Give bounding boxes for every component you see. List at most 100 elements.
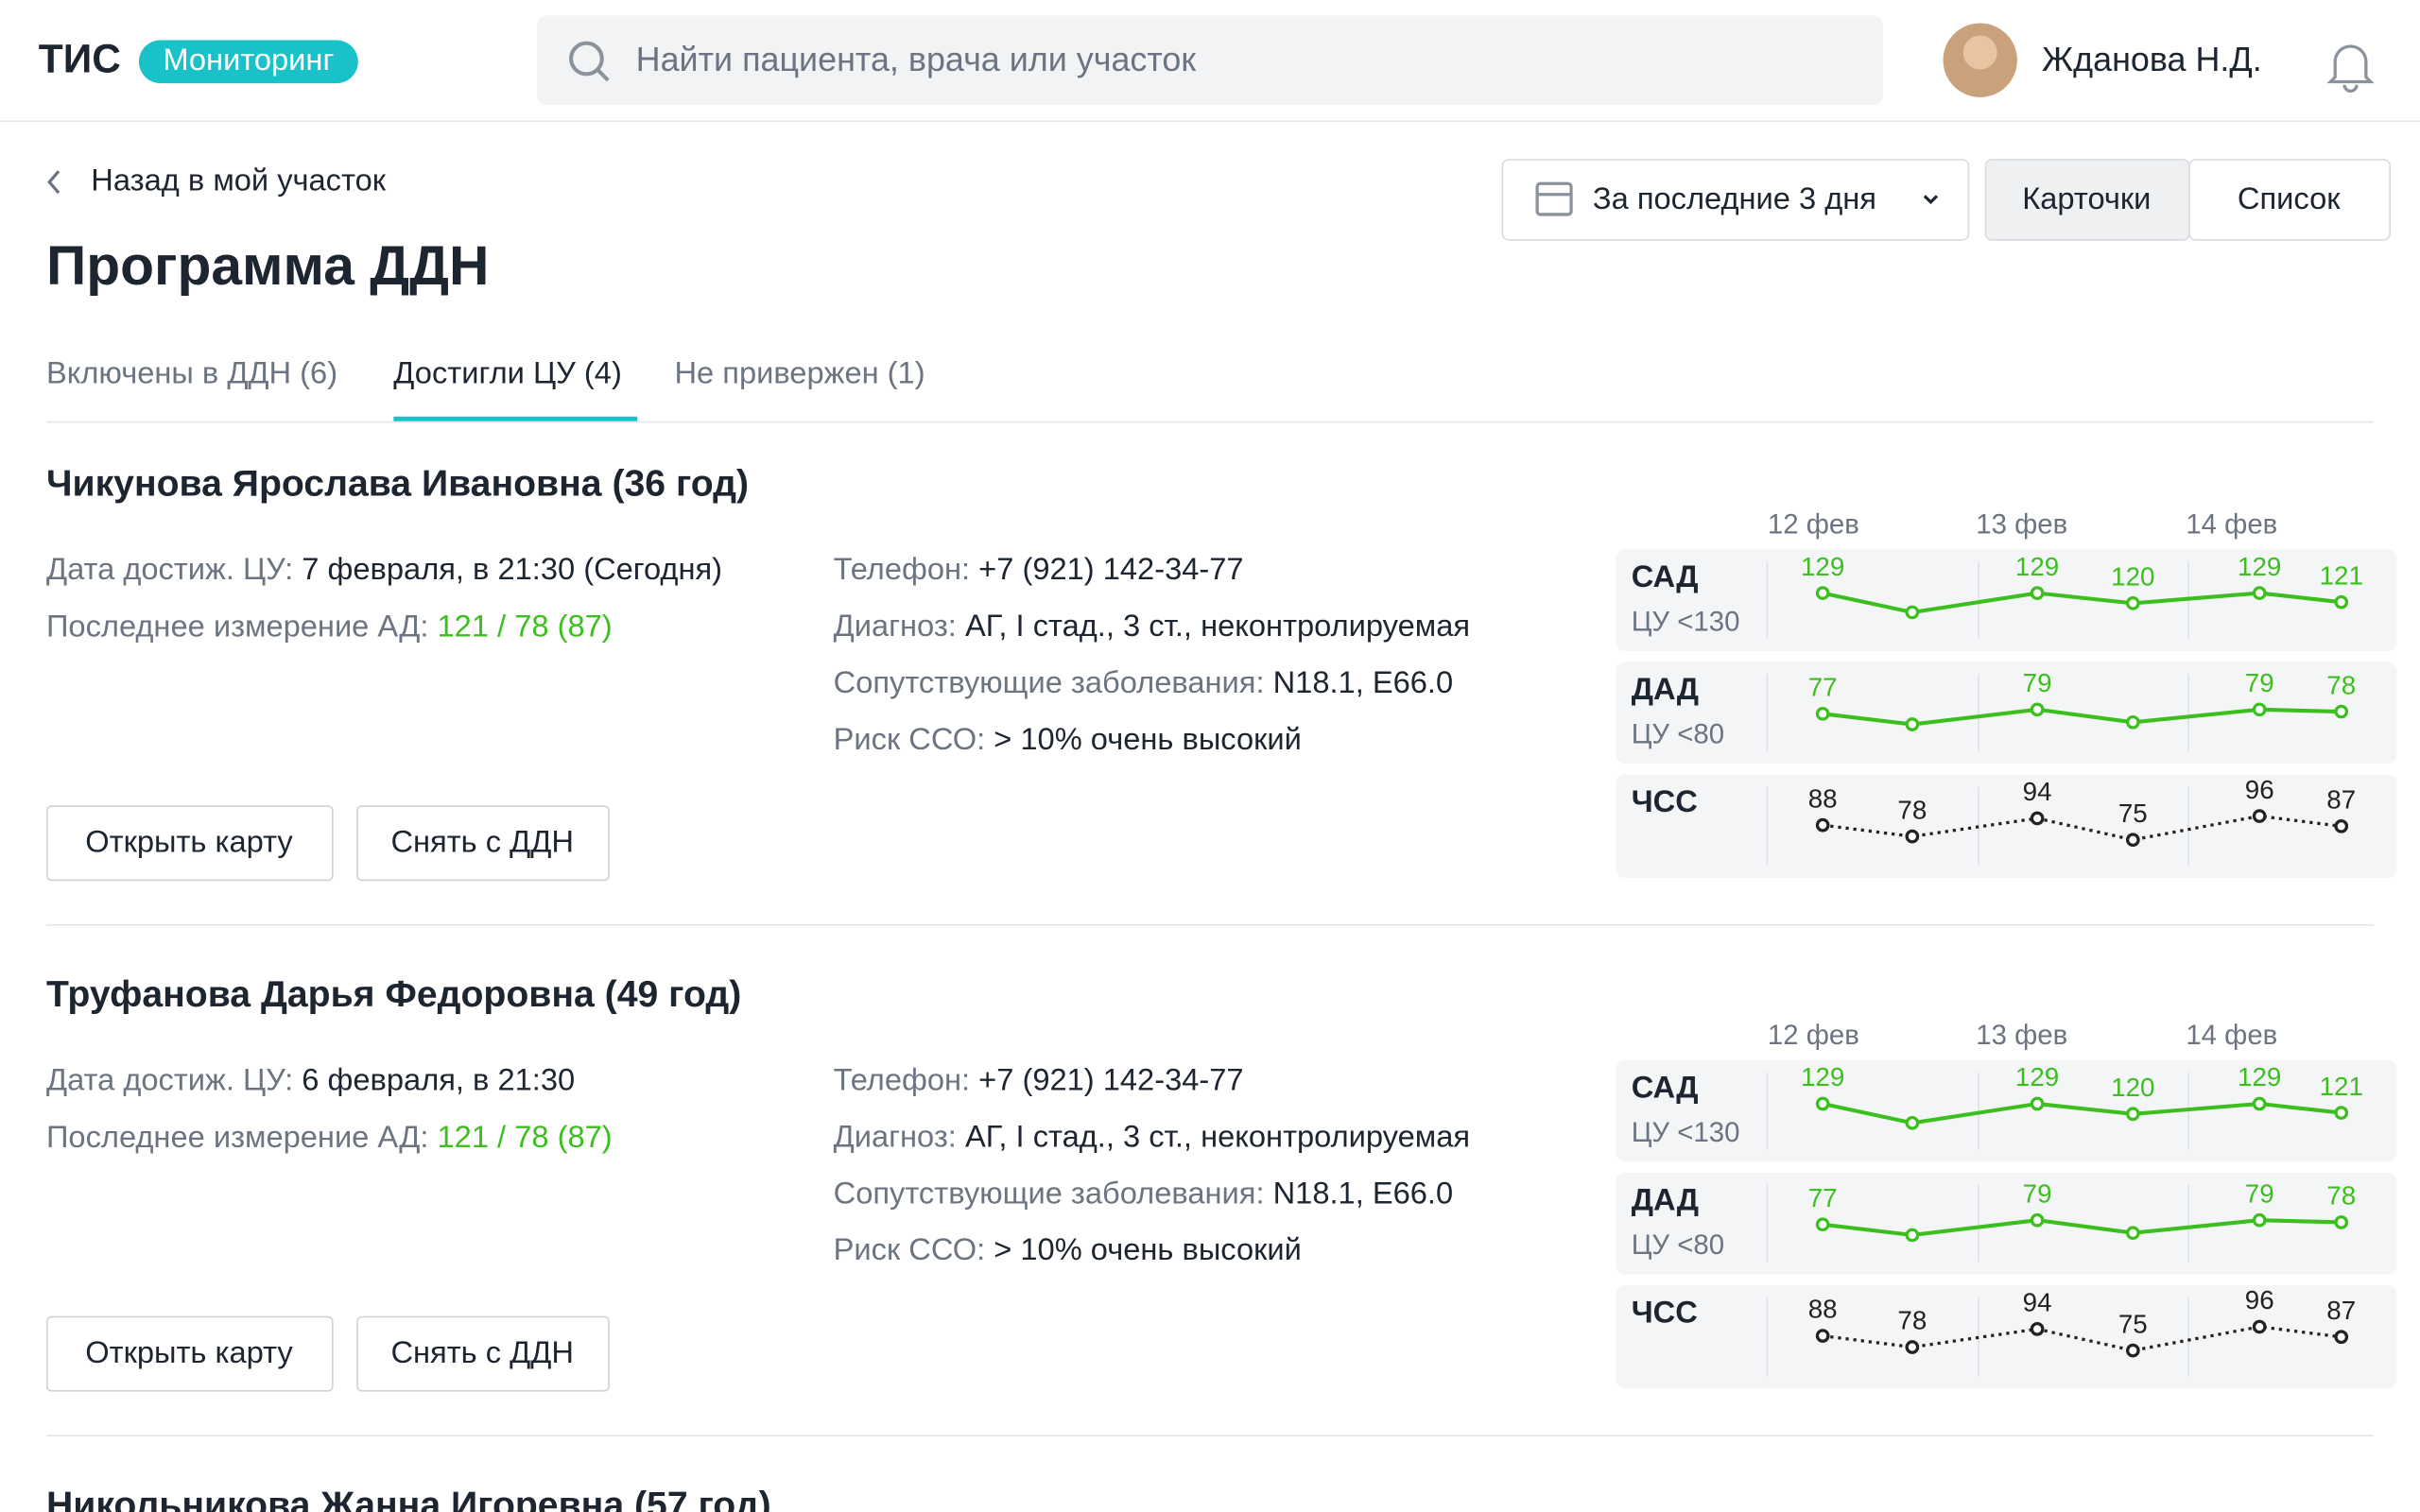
badge-bg <box>138 40 358 84</box>
point <box>2030 1096 2045 1111</box>
point <box>1815 1329 1830 1343</box>
point-label: 120 <box>2111 562 2154 592</box>
point <box>2030 1322 2045 1336</box>
point-label: 75 <box>2118 799 2148 828</box>
field-value: 6 февраля, в 21:30 <box>302 1061 575 1096</box>
point <box>2125 1107 2140 1122</box>
view-label: Карточки <box>2022 180 2151 215</box>
point <box>2125 714 2140 730</box>
point <box>1905 1116 1920 1130</box>
point <box>1815 817 1830 833</box>
point-label: 121 <box>2320 560 2363 590</box>
field: Дата достиж. ЦУ: 6 февраля, в 21:30 <box>46 1061 575 1096</box>
series-name: ДАД <box>1632 1181 1699 1216</box>
series-name: ЧСС <box>1632 1295 1698 1330</box>
field-label: Диагноз: <box>834 1118 957 1153</box>
point-label: 87 <box>2326 1296 2356 1325</box>
field: Последнее измерение АД: 121 / 78 (87) <box>46 608 613 643</box>
field: Диагноз: АГ, I стад., 3 ст., неконтролир… <box>834 1118 1470 1153</box>
back-link[interactable]: Назад в мой участок <box>91 162 386 197</box>
field: Телефон: +7 (921) 142-34-77 <box>834 1061 1244 1096</box>
point-label: 87 <box>2326 785 2356 815</box>
point-label: 94 <box>2023 777 2052 806</box>
button[interactable] <box>356 805 610 882</box>
series-line <box>1822 1325 2342 1352</box>
point-label: 129 <box>2015 552 2059 581</box>
field-label: Риск ССО: <box>834 720 986 755</box>
date-label: 13 фев <box>1976 1020 2067 1051</box>
search[interactable] <box>537 15 1883 106</box>
field-label: Дата достиж. ЦУ: <box>46 551 293 586</box>
field: Дата достиж. ЦУ: 7 февраля, в 21:30 (Сег… <box>46 551 722 586</box>
field: Сопутствующие заболевания: N18.1, E66.0 <box>834 664 1454 699</box>
point <box>2334 818 2349 833</box>
user-name[interactable]: Жданова Н.Д. <box>2042 40 2262 78</box>
point-label: 79 <box>2245 1178 2274 1208</box>
chart-row <box>1616 774 2397 878</box>
point <box>2252 1212 2267 1228</box>
period-select[interactable] <box>1501 159 1970 241</box>
tab-active[interactable]: Достигли ЦУ (4) <box>393 354 622 389</box>
series-line <box>1822 1101 2342 1125</box>
field-value: АГ, I стад., 3 ст., неконтролируемая <box>965 608 1470 643</box>
tab[interactable]: Не привержен (1) <box>674 354 925 389</box>
field: Телефон: +7 (921) 142-34-77 <box>834 551 1244 586</box>
point <box>2030 586 2045 600</box>
point <box>2030 702 2045 717</box>
point-label: 79 <box>2245 668 2274 697</box>
date-label: 14 фев <box>2186 1020 2277 1051</box>
field-label: Диагноз: <box>834 608 957 643</box>
button[interactable] <box>45 805 334 882</box>
point <box>2252 809 2267 823</box>
point-label: 129 <box>1801 552 1844 581</box>
badge: Мониторинг <box>163 42 334 77</box>
field-label: Дата достиж. ЦУ: <box>46 1061 293 1096</box>
view-list[interactable] <box>2188 159 2391 241</box>
series-name: ЧСС <box>1632 783 1698 818</box>
point <box>2030 1212 2045 1228</box>
point <box>1815 1096 1830 1111</box>
field-value: > 10% очень высокий <box>994 720 1302 755</box>
patient-name: Чикунова Ярослава Ивановна (36 год) <box>46 464 749 505</box>
point-label: 129 <box>1801 1062 1844 1091</box>
point <box>2030 811 2045 826</box>
point-label: 79 <box>2023 1178 2052 1208</box>
point-label: 121 <box>2320 1072 2363 1101</box>
point <box>2252 586 2267 600</box>
point <box>1815 706 1830 721</box>
point-label: 77 <box>1808 1183 1838 1212</box>
point-label: 78 <box>1897 795 1927 824</box>
point <box>2334 1106 2349 1120</box>
point <box>2252 702 2267 717</box>
field-label: Сопутствующие заболевания: <box>834 1175 1265 1210</box>
point <box>2125 1343 2140 1358</box>
field-value: 121 / 78 (87) <box>438 608 613 643</box>
point-label: 75 <box>2118 1309 2148 1338</box>
period: За последние 3 дня <box>1593 180 1876 215</box>
point-label: 96 <box>2245 775 2274 804</box>
bell[interactable] <box>2326 44 2375 93</box>
point <box>2125 1226 2140 1241</box>
point <box>1905 1228 1920 1243</box>
field-label: Риск ССО: <box>834 1231 986 1266</box>
tab[interactable]: Включены в ДДН (6) <box>46 354 337 389</box>
field-value: N18.1, E66.0 <box>1273 1175 1454 1210</box>
series-target: ЦУ <80 <box>1632 1229 1724 1261</box>
series-target: ЦУ <130 <box>1632 606 1740 637</box>
series-name: САД <box>1632 558 1699 593</box>
point-label: 94 <box>2023 1288 2052 1317</box>
button-label: Снять с ДДН <box>390 824 573 859</box>
button[interactable] <box>356 1315 610 1392</box>
point-label: 96 <box>2245 1285 2274 1314</box>
field-label: Телефон: <box>834 1061 970 1096</box>
button-label: Открыть карту <box>85 824 293 859</box>
point <box>1905 717 1920 731</box>
date-label: 13 фев <box>1976 509 2067 541</box>
point <box>2125 596 2140 610</box>
button[interactable] <box>45 1315 334 1392</box>
point-label: 78 <box>2326 1181 2356 1211</box>
logo: ТИС <box>39 37 121 81</box>
series-target: ЦУ <130 <box>1632 1117 1740 1148</box>
point <box>2252 1319 2267 1334</box>
